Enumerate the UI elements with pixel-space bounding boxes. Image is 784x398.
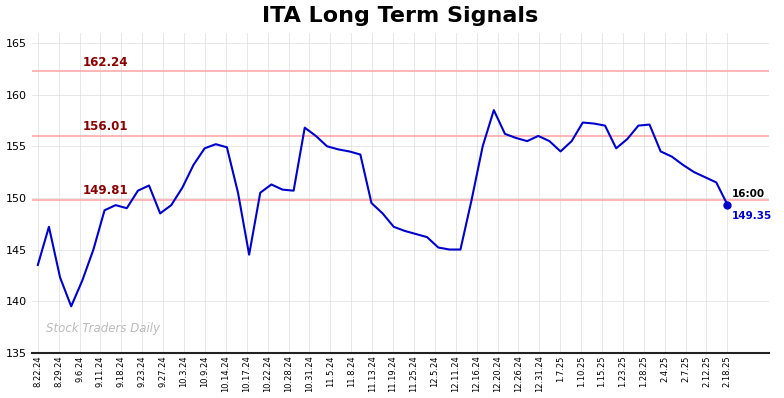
- Text: Stock Traders Daily: Stock Traders Daily: [46, 322, 160, 335]
- Text: 149.35: 149.35: [731, 211, 771, 221]
- Title: ITA Long Term Signals: ITA Long Term Signals: [262, 6, 539, 25]
- Text: 156.01: 156.01: [83, 120, 129, 133]
- Text: 149.81: 149.81: [83, 184, 129, 197]
- Text: 162.24: 162.24: [83, 56, 129, 69]
- Text: 16:00: 16:00: [731, 189, 764, 199]
